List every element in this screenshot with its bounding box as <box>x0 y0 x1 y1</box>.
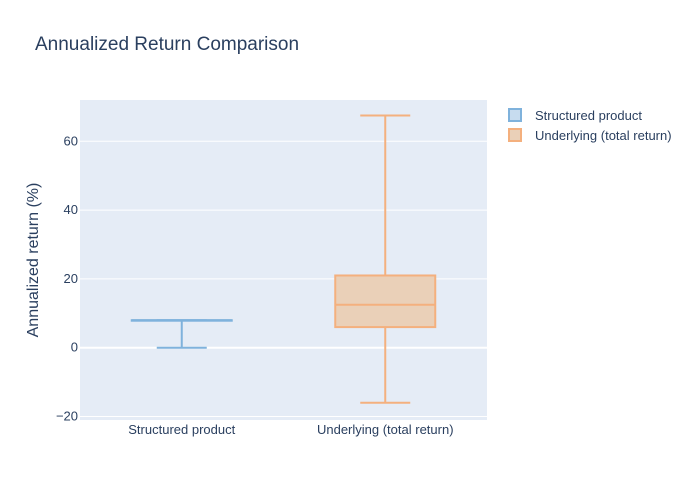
y-axis-label: Annualized return (%) <box>25 183 42 338</box>
y-tick-label: 0 <box>71 340 78 355</box>
legend-label: Underlying (total return) <box>535 128 672 143</box>
box-0[interactable] <box>130 319 233 349</box>
iqr-box <box>334 274 437 329</box>
box-1[interactable] <box>334 114 437 404</box>
legend-label: Structured product <box>535 108 642 123</box>
x-tick-label: Underlying (total return) <box>317 422 454 437</box>
legend-swatch <box>508 108 522 122</box>
boxes <box>130 114 437 404</box>
y-tick-label: 20 <box>64 271 78 286</box>
y-tick-label: −20 <box>56 409 78 424</box>
grid-lines <box>80 140 487 418</box>
x-axis-ticks: Structured product Underlying (total retu… <box>128 422 453 437</box>
legend-item-0[interactable]: Structured product <box>508 108 642 123</box>
chart-title: Annualized Return Comparison <box>35 34 299 55</box>
y-axis-ticks: −20 0 20 40 60 <box>56 133 78 423</box>
legend-swatch <box>508 128 522 142</box>
plot-area <box>80 100 487 420</box>
legend[interactable]: Structured product Underlying (total retu… <box>508 108 672 143</box>
y-tick-label: 40 <box>64 202 78 217</box>
legend-item-1[interactable]: Underlying (total return) <box>508 128 672 143</box>
x-tick-label: Structured product <box>128 422 235 437</box>
y-tick-label: 60 <box>64 133 78 148</box>
